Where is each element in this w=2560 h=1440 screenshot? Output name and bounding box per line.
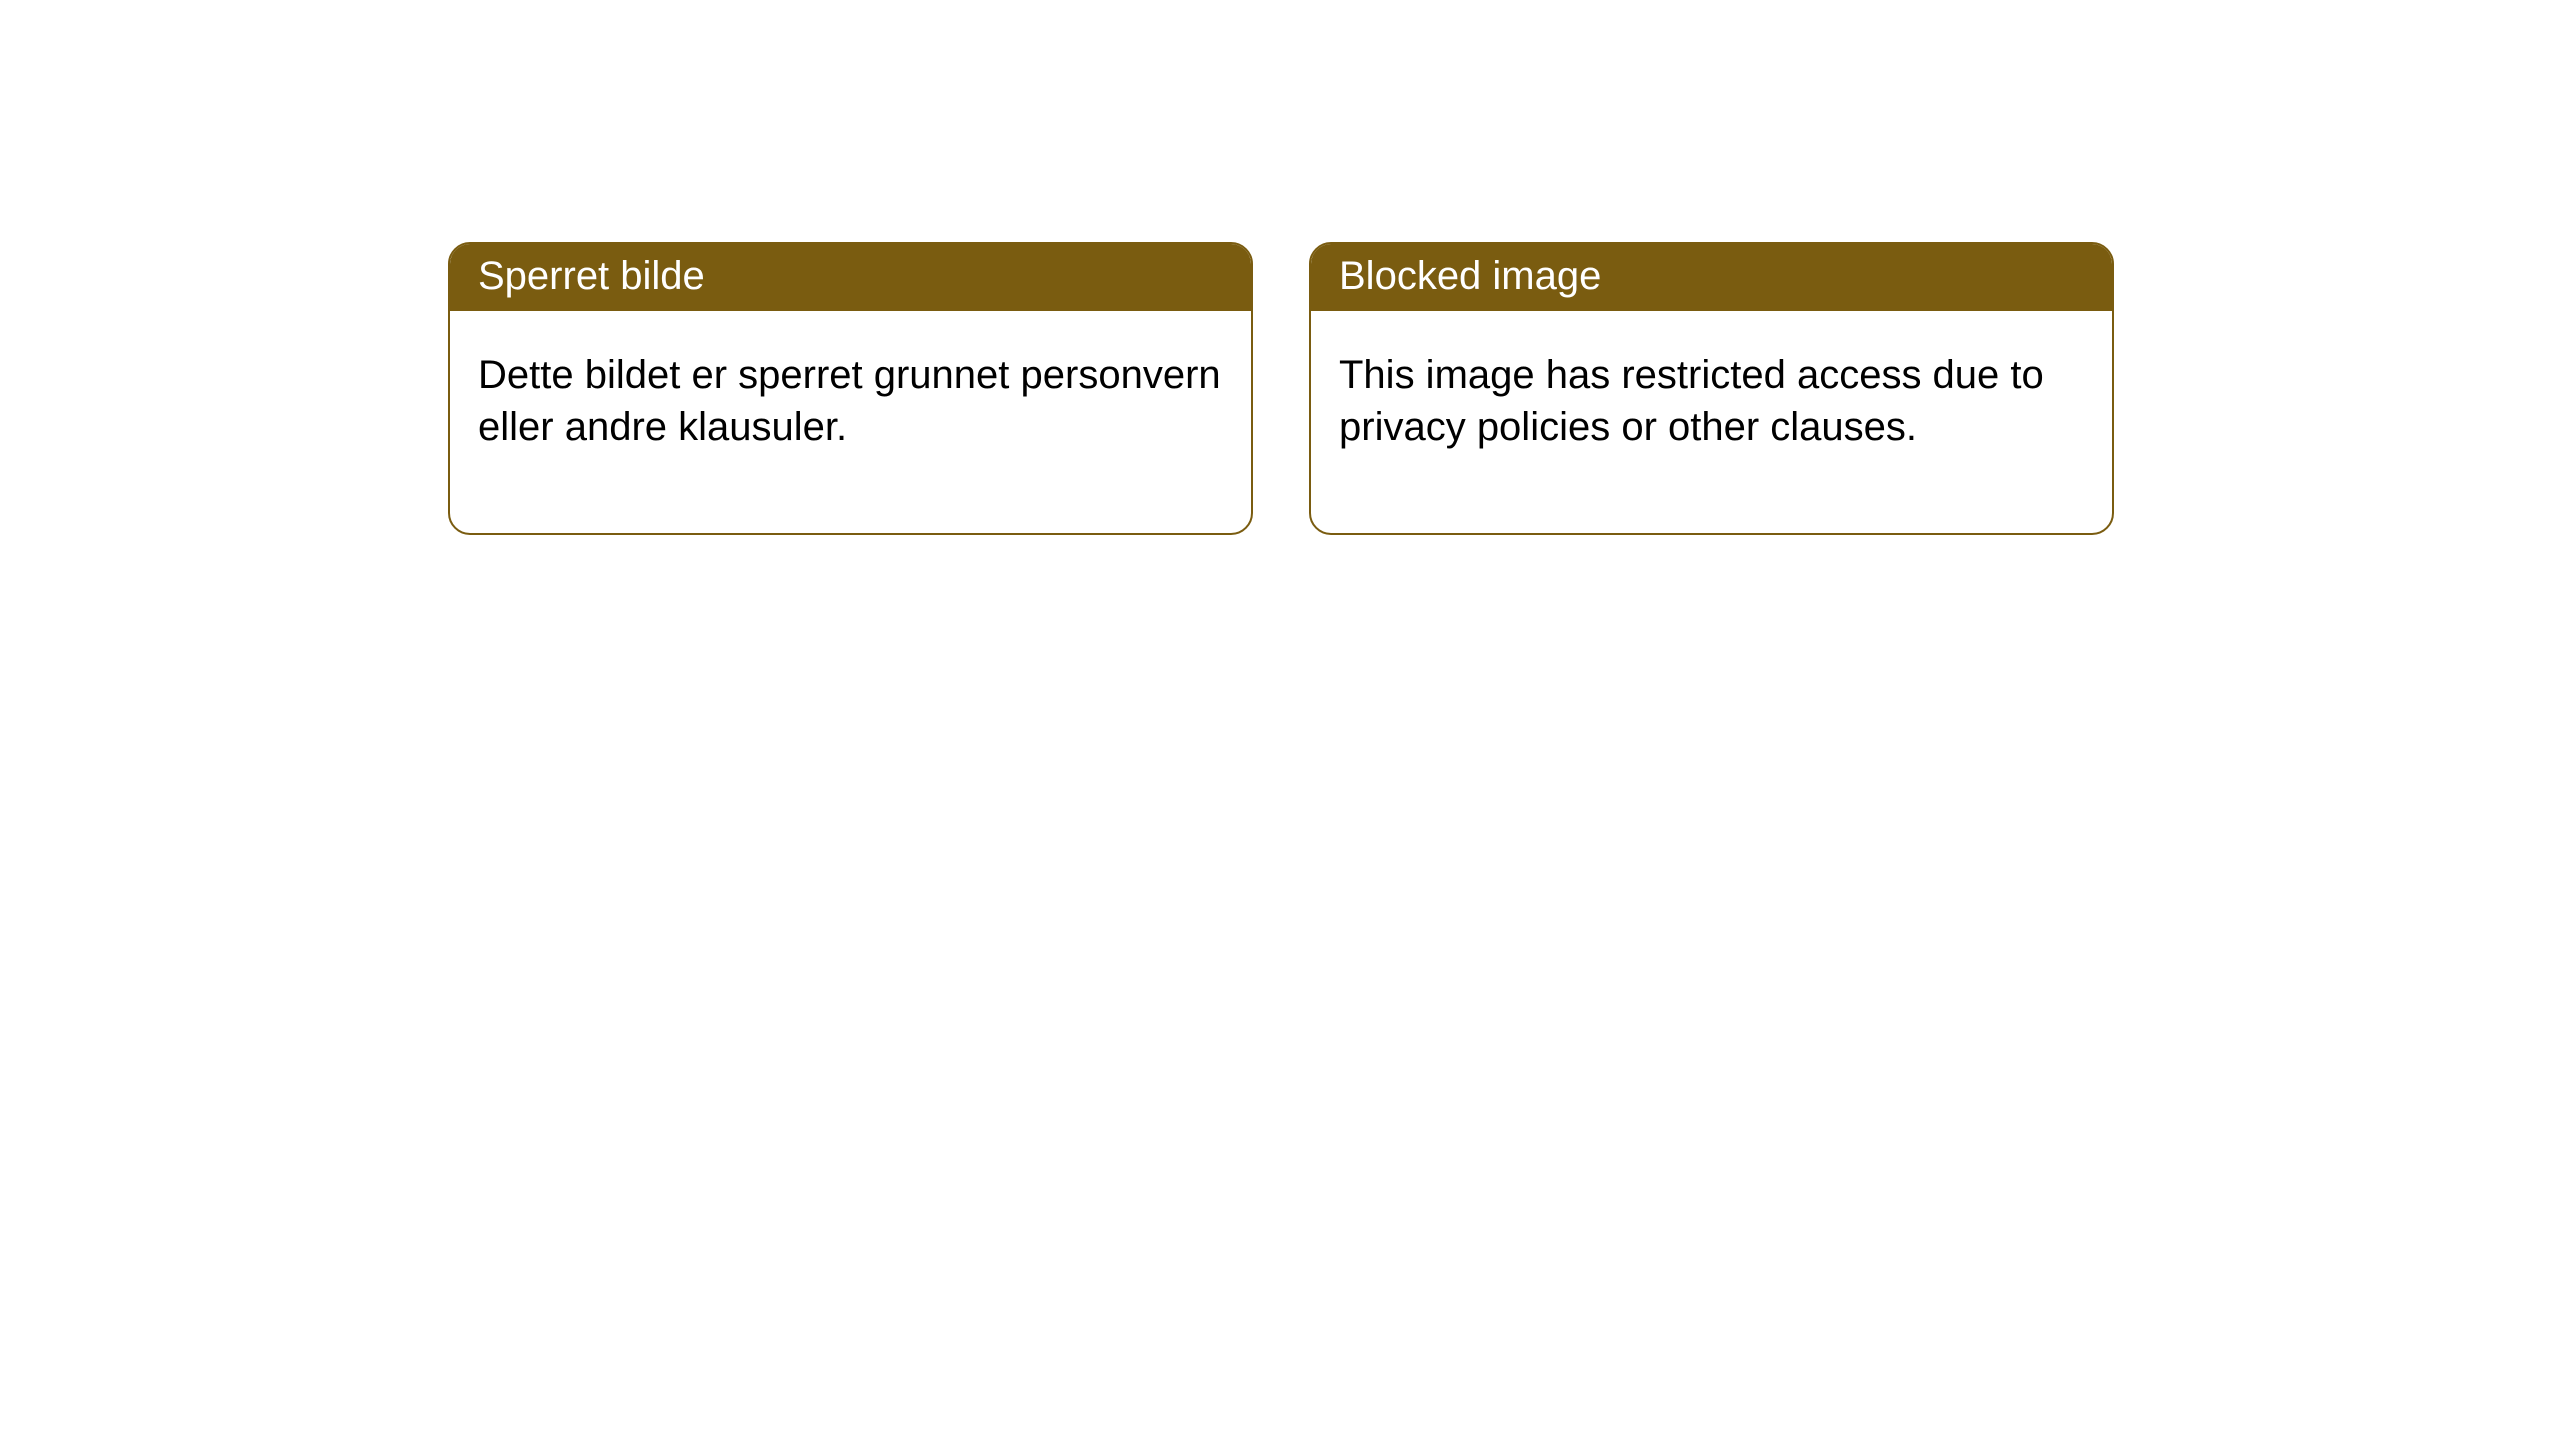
notice-card-title: Blocked image [1311,244,2112,311]
notice-card-title: Sperret bilde [450,244,1251,311]
notice-card-english: Blocked image This image has restricted … [1309,242,2114,535]
notice-card-norwegian: Sperret bilde Dette bildet er sperret gr… [448,242,1253,535]
notice-container: Sperret bilde Dette bildet er sperret gr… [0,0,2560,535]
notice-card-body: Dette bildet er sperret grunnet personve… [450,311,1251,533]
notice-card-body: This image has restricted access due to … [1311,311,2112,533]
